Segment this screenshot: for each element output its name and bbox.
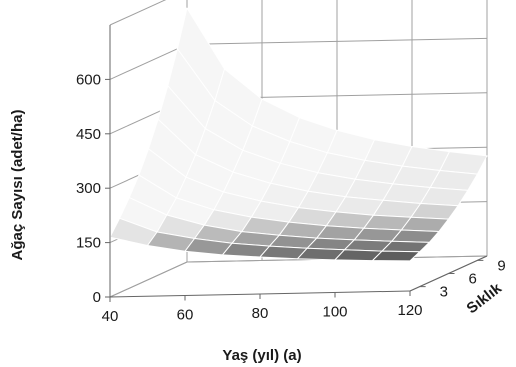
x-tick-label: 40 (102, 308, 119, 325)
wall-top (109, 0, 167, 26)
x-tick-label: 120 (397, 302, 422, 319)
depth-tick-label: 9 (497, 257, 505, 274)
depth-tick-label: 6 (469, 271, 477, 288)
y-tick-label: 600 (76, 71, 101, 88)
x-tick-label: 100 (322, 304, 347, 321)
depth-tick-label: 3 (440, 284, 448, 301)
x-axis-title: Yaş (yıl) (a) (222, 347, 301, 364)
gridline-side (109, 43, 188, 80)
y-axis-title: Ağaç Sayısı (adet/ha) (9, 110, 26, 261)
y-tick-label: 300 (76, 180, 101, 197)
x-tick-label: 80 (252, 305, 269, 322)
y-tick-label: 450 (76, 126, 101, 143)
surface-facet (372, 250, 421, 262)
y-tick-label: 150 (76, 235, 101, 252)
floor-edges (109, 255, 488, 298)
y-tick-label: 0 (93, 289, 101, 306)
axes: 0 150 300 450 600 40 60 80 100 120 3 6 9 (76, 25, 506, 325)
x-tick-label: 60 (177, 307, 194, 324)
surface-plot (109, 7, 488, 262)
